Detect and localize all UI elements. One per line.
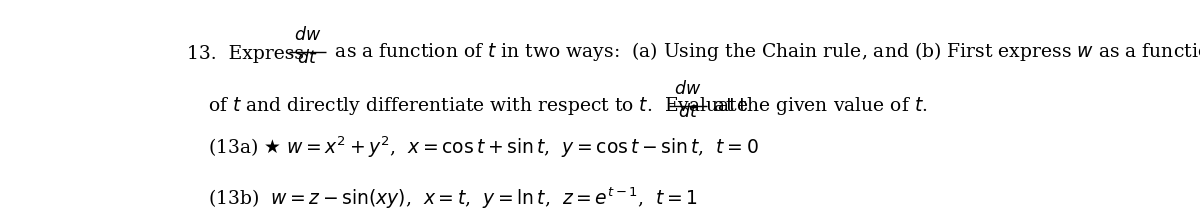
Text: $dt$: $dt$ — [678, 103, 698, 121]
Text: 13.  Express: 13. Express — [187, 45, 310, 63]
Text: $dt$: $dt$ — [298, 49, 318, 67]
Text: $dw$: $dw$ — [294, 26, 322, 44]
Text: of $t$ and directly differentiate with respect to $t$.  Evaluate: of $t$ and directly differentiate with r… — [208, 95, 749, 117]
Text: $dw$: $dw$ — [674, 80, 702, 97]
Text: (13b)  $w = z - \sin(xy)$,  $x = t$,  $y = \ln t$,  $z = e^{t-1}$,  $t = 1$: (13b) $w = z - \sin(xy)$, $x = t$, $y = … — [208, 185, 697, 211]
Text: as a function of $t$ in two ways:  (a) Using the Chain rule, and (b) First expre: as a function of $t$ in two ways: (a) Us… — [330, 40, 1200, 63]
Text: at the given value of $t$.: at the given value of $t$. — [708, 95, 928, 117]
Text: (13a) $\bigstar$ $w = x^2 + y^2$,  $x = \cos t + \sin t$,  $y = \cos t - \sin t$: (13a) $\bigstar$ $w = x^2 + y^2$, $x = \… — [208, 135, 758, 160]
